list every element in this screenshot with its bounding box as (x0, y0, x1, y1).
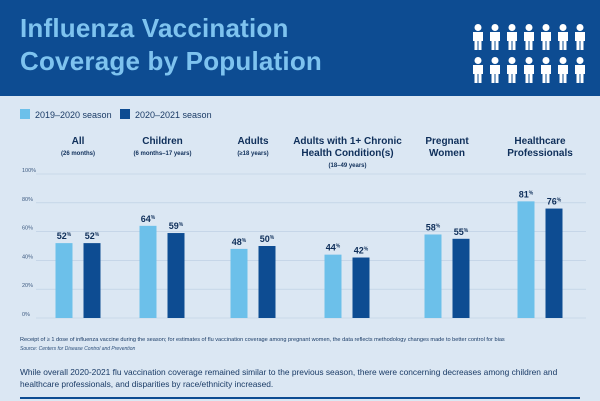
bar (139, 225, 157, 318)
y-tick-label: 100% (22, 168, 36, 174)
bar (55, 243, 73, 318)
bar (83, 243, 101, 318)
category-label-pregnant: Pregnant Women (412, 136, 482, 160)
legend-item-2019-2020: 2019–2020 season (20, 108, 112, 122)
bar (324, 254, 342, 318)
category-label-adults: Adults (≥18 years) (218, 136, 288, 158)
bar-chart: 0% 20% 40% 60% 80% 100% 52% 64% 48% 44% 58% 81% 52% 5… (22, 168, 586, 319)
person-icon (541, 57, 551, 83)
data-label: 48% (232, 237, 247, 247)
data-label: 44% (326, 243, 341, 253)
bar (167, 233, 185, 318)
data-label: 52% (57, 231, 72, 241)
data-label: 76% (547, 197, 562, 207)
person-icon (490, 24, 500, 50)
y-tick-label: 80% (22, 197, 33, 203)
bar (517, 201, 535, 318)
category-sub: (18–49 years) (328, 163, 367, 169)
person-icon (507, 57, 517, 83)
source-note: Source: Centers for Disease Control and … (20, 346, 136, 352)
person-icon (473, 24, 483, 50)
category-label-chronic: Adults with 1+ Chronic Health Condition(… (290, 136, 405, 170)
bar (452, 238, 470, 318)
person-icon (524, 57, 534, 83)
data-label: 52% (85, 231, 100, 241)
bar (258, 246, 276, 318)
legend-item-2020-2021: 2020–2021 season (120, 108, 212, 122)
y-tick-label: 40% (22, 254, 33, 260)
person-icon (575, 24, 585, 50)
category-name: Children (142, 136, 183, 147)
category-name: All (71, 136, 85, 147)
people-icon-grid (473, 24, 585, 83)
person-icon (490, 57, 500, 83)
category-name: Adults with 1+ Chronic Health Condition(… (293, 136, 402, 159)
footnote: Receipt of ≥ 1 dose of influenza vaccine… (20, 337, 505, 343)
person-icon (473, 57, 483, 83)
person-icon (558, 24, 568, 50)
bar (230, 248, 248, 318)
data-label: 58% (426, 222, 441, 232)
data-label: 55% (454, 227, 469, 237)
data-label: 64% (141, 214, 156, 224)
category-name: Adults (237, 136, 269, 147)
summary-text: While overall 2020-2021 flu vaccination … (20, 367, 558, 389)
data-label: 81% (519, 189, 534, 199)
category-name: Healthcare Professionals (507, 136, 573, 159)
data-label: 42% (354, 246, 369, 256)
person-icon (541, 24, 551, 50)
y-tick-label: 0% (22, 312, 30, 318)
bar (352, 257, 370, 318)
legend-label-2020-2021: 2020–2021 season (135, 110, 212, 120)
person-icon (575, 57, 585, 83)
bar (424, 234, 442, 318)
data-label: 50% (260, 234, 275, 244)
bar (545, 208, 563, 318)
person-icon (524, 24, 534, 50)
person-icon (558, 57, 568, 83)
category-sub: (26 months) (60, 151, 95, 157)
legend-label-2019-2020: 2019–2020 season (35, 110, 112, 120)
category-label-all: All (26 months) (42, 136, 114, 158)
legend-swatch-2020-2021 (120, 109, 130, 119)
category-label-children: Children (6 months–17 years) (115, 136, 210, 158)
category-sub: (≥18 years) (237, 151, 269, 157)
legend-swatch-2019-2020 (20, 109, 30, 119)
bottom-divider (20, 397, 580, 399)
y-tick-label: 20% (22, 283, 33, 289)
page-title: Influenza Vaccination Coverage by Popula… (20, 13, 323, 76)
category-name: Pregnant Women (425, 136, 469, 159)
category-label-healthcare: Healthcare Professionals (496, 136, 584, 160)
data-label: 59% (169, 221, 184, 231)
header-banner: Influenza Vaccination Coverage by Popula… (0, 0, 600, 96)
y-tick-label: 60% (22, 226, 33, 232)
person-icon (507, 24, 517, 50)
category-sub: (6 months–17 years) (133, 151, 192, 157)
